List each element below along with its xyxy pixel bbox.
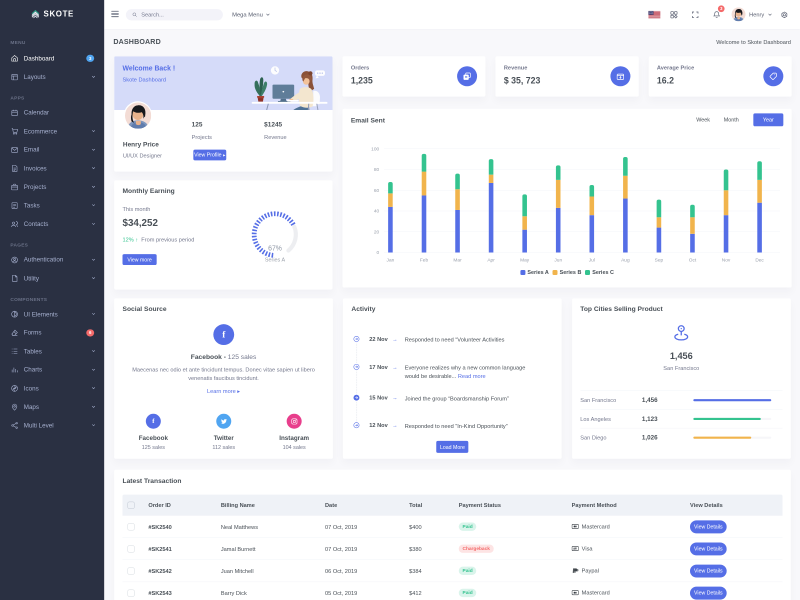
- svg-text:20: 20: [374, 229, 380, 235]
- svg-text:40: 40: [374, 209, 380, 215]
- svg-text:Sep: Sep: [655, 257, 664, 263]
- svg-text:100: 100: [371, 146, 379, 152]
- svg-text:60: 60: [374, 188, 380, 194]
- svg-text:0: 0: [376, 250, 379, 256]
- svg-text:Apr: Apr: [487, 257, 495, 263]
- svg-text:80: 80: [374, 167, 380, 173]
- svg-text:May: May: [520, 257, 530, 263]
- svg-text:Dec: Dec: [755, 257, 764, 263]
- svg-text:Feb: Feb: [420, 257, 429, 263]
- svg-text:Mar: Mar: [453, 257, 462, 263]
- svg-text:Nov: Nov: [722, 257, 731, 263]
- svg-text:Jul: Jul: [589, 257, 595, 263]
- svg-text:Jan: Jan: [387, 257, 395, 263]
- svg-text:Jun: Jun: [554, 257, 562, 263]
- svg-text:Oct: Oct: [689, 257, 697, 263]
- svg-text:Aug: Aug: [621, 257, 630, 263]
